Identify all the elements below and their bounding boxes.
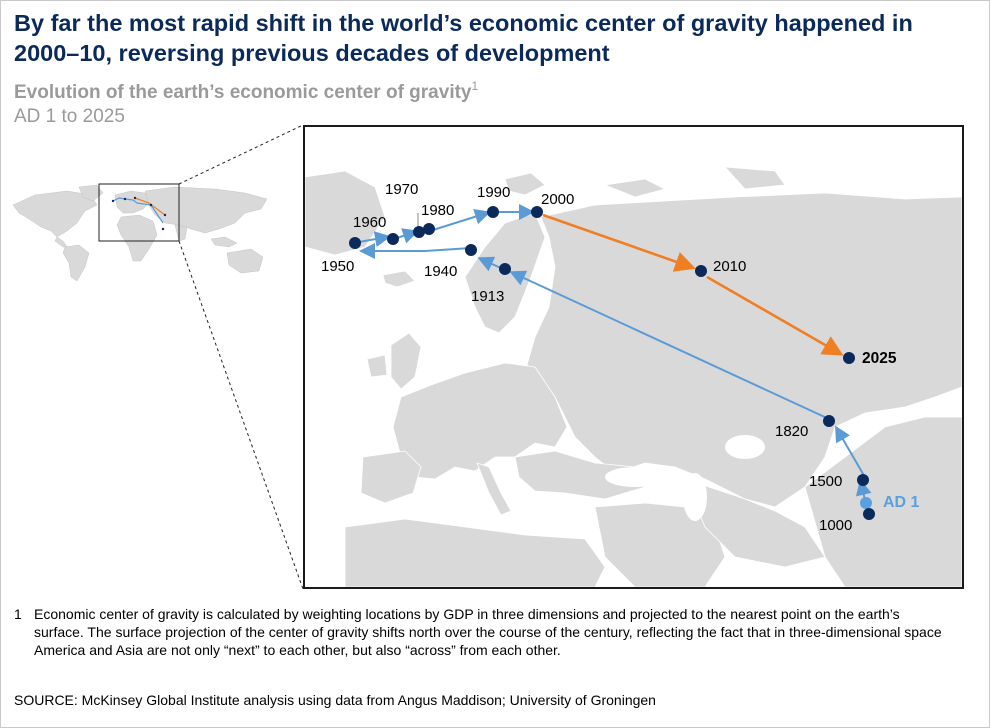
label-1950: 1950: [321, 258, 354, 275]
point-1940: [465, 244, 477, 256]
landmass: [305, 166, 962, 587]
label-2025: 2025: [862, 350, 897, 367]
point-ad1: [860, 497, 872, 509]
label-1000: 1000: [819, 517, 852, 534]
projection-path: [542, 213, 844, 356]
label-1990: 1990: [477, 184, 510, 201]
zoomed-map-panel: AD 1 1000 1500 1820 1913 1940 1950 1960 …: [303, 125, 964, 589]
label-1960: 1960: [353, 214, 386, 231]
zoomed-map-svg: AD 1 1000 1500 1820 1913 1940 1950 1960 …: [305, 166, 962, 587]
world-overview-map: [12, 183, 268, 282]
chart-title: By far the most rapid shift in the world…: [14, 10, 913, 66]
footnote-text: Economic center of gravity is calculated…: [34, 606, 942, 658]
point-1913: [499, 263, 511, 275]
point-2010: [695, 265, 707, 277]
footnote-number: 1: [14, 606, 22, 622]
label-ad1: AD 1: [883, 494, 920, 511]
point-1990: [487, 206, 499, 218]
label-2010: 2010: [713, 258, 746, 275]
source-note: SOURCE: McKinsey Global Institute analys…: [14, 692, 656, 708]
label-1820: 1820: [775, 423, 808, 440]
label-1940: 1940: [424, 263, 457, 280]
label-1500: 1500: [809, 473, 842, 490]
point-2000: [531, 206, 543, 218]
gravity-points: [349, 206, 875, 520]
point-2025: [843, 352, 855, 364]
chart-subtitle: Evolution of the earth’s economic center…: [14, 79, 478, 104]
point-1820: [823, 415, 835, 427]
label-2000: 2000: [541, 191, 574, 208]
label-1970: 1970: [385, 181, 418, 198]
subtitle-text: Evolution of the earth’s economic center…: [14, 82, 472, 103]
point-1000: [863, 508, 875, 520]
point-labels: AD 1 1000 1500 1820 1913 1940 1950 1960 …: [321, 181, 920, 534]
footnote: 1 Economic center of gravity is calculat…: [14, 605, 944, 659]
point-1980: [423, 223, 435, 235]
point-1970: [413, 226, 425, 238]
subtitle-footnote-mark: 1: [471, 79, 479, 93]
point-1960: [387, 233, 399, 245]
point-1500: [857, 474, 869, 486]
point-1950: [349, 237, 361, 249]
label-1913: 1913: [471, 288, 504, 305]
label-1980: 1980: [421, 202, 454, 219]
date-range: AD 1 to 2025: [14, 106, 125, 127]
